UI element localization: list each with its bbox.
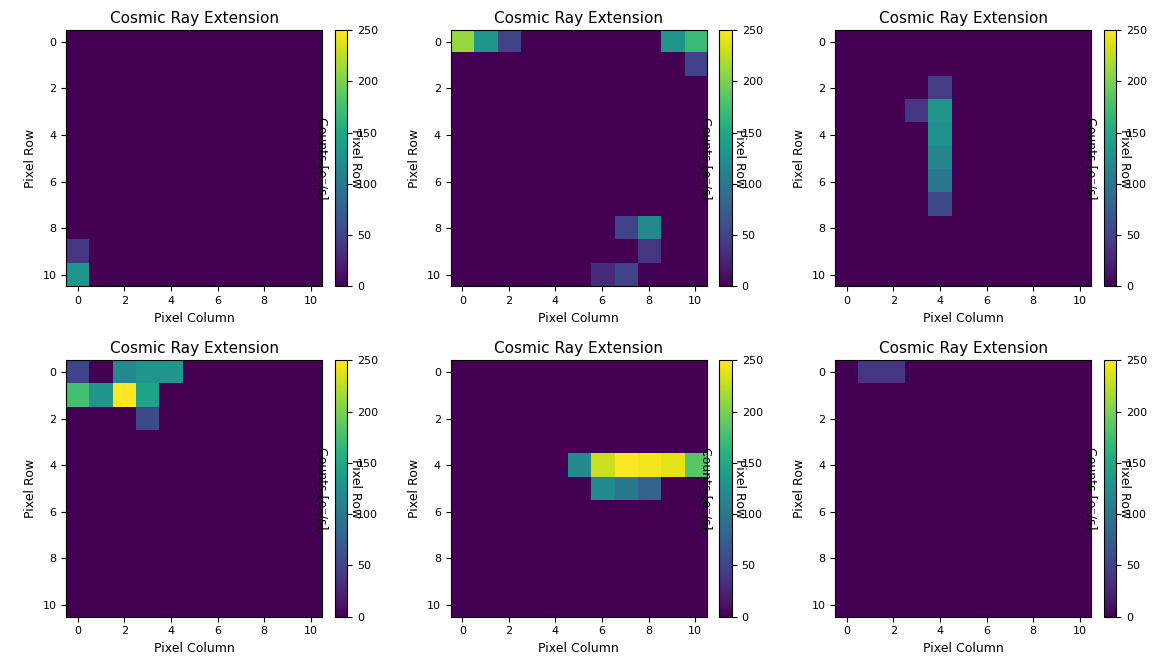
- Y-axis label: Pixel Row: Pixel Row: [408, 129, 422, 188]
- Y-axis label: Pixel Row: Pixel Row: [793, 129, 806, 188]
- X-axis label: Pixel Column: Pixel Column: [154, 642, 234, 655]
- Text: Pixel Row: Pixel Row: [1117, 129, 1130, 188]
- Y-axis label: Pixel Row: Pixel Row: [24, 129, 37, 188]
- Title: Cosmic Ray Extension: Cosmic Ray Extension: [110, 11, 279, 26]
- X-axis label: Pixel Column: Pixel Column: [539, 312, 619, 324]
- Title: Cosmic Ray Extension: Cosmic Ray Extension: [494, 11, 663, 26]
- Y-axis label: Pixel Row: Pixel Row: [408, 459, 422, 518]
- Text: Pixel Row: Pixel Row: [734, 129, 746, 188]
- Title: Cosmic Ray Extension: Cosmic Ray Extension: [110, 342, 279, 356]
- Text: Pixel Row: Pixel Row: [349, 459, 362, 518]
- Title: Cosmic Ray Extension: Cosmic Ray Extension: [879, 342, 1048, 356]
- Text: Pixel Row: Pixel Row: [734, 459, 746, 518]
- Y-axis label: Counts [e⁻/s]: Counts [e⁻/s]: [315, 117, 328, 200]
- Text: Pixel Row: Pixel Row: [1117, 459, 1130, 518]
- Y-axis label: Counts [e⁻/s]: Counts [e⁻/s]: [315, 447, 328, 529]
- X-axis label: Pixel Column: Pixel Column: [154, 312, 234, 324]
- Y-axis label: Counts [e⁻/s]: Counts [e⁻/s]: [1084, 117, 1098, 200]
- Title: Cosmic Ray Extension: Cosmic Ray Extension: [879, 11, 1048, 26]
- Y-axis label: Pixel Row: Pixel Row: [24, 459, 37, 518]
- Title: Cosmic Ray Extension: Cosmic Ray Extension: [494, 342, 663, 356]
- Y-axis label: Counts [e⁻/s]: Counts [e⁻/s]: [1084, 447, 1098, 529]
- X-axis label: Pixel Column: Pixel Column: [539, 642, 619, 655]
- Y-axis label: Counts [e⁻/s]: Counts [e⁻/s]: [700, 117, 713, 200]
- Text: Pixel Row: Pixel Row: [349, 129, 362, 188]
- X-axis label: Pixel Column: Pixel Column: [923, 312, 1004, 324]
- Y-axis label: Pixel Row: Pixel Row: [793, 459, 806, 518]
- Y-axis label: Counts [e⁻/s]: Counts [e⁻/s]: [700, 447, 713, 529]
- X-axis label: Pixel Column: Pixel Column: [923, 642, 1004, 655]
